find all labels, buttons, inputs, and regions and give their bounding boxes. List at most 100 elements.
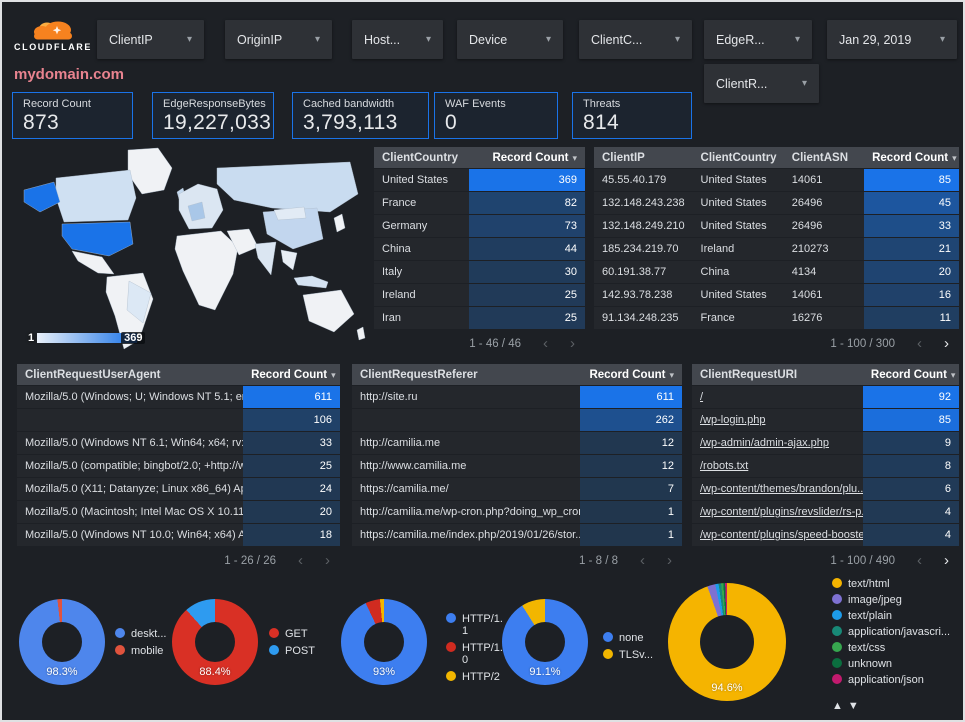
table-row[interactable]: China 44 <box>374 238 585 260</box>
sort-desc-icon[interactable]: ▾ <box>331 369 336 380</box>
column-header[interactable]: Record Count ▾ <box>492 151 577 164</box>
table-row[interactable]: Mozilla/5.0 (Windows NT 10.0; Win64; x64… <box>17 524 340 546</box>
table-row[interactable]: https://camilia.me/7 <box>352 478 682 500</box>
table-row[interactable]: Italy 30 <box>374 261 585 283</box>
legend-label: text/plain <box>848 610 893 622</box>
table-row[interactable]: 262 <box>352 409 682 431</box>
column-header[interactable]: ClientRequestUserAgent <box>25 368 161 381</box>
column-header[interactable]: ClientCountry <box>382 151 459 164</box>
table-row[interactable]: 185.234.219.70 Ireland 210273 21 <box>594 238 959 260</box>
table-row[interactable]: 142.93.78.238 United States 14061 16 <box>594 284 959 306</box>
record-count-cell: 33 <box>243 432 340 454</box>
table-row[interactable]: /wp-admin/admin-ajax.php 9 <box>692 432 959 454</box>
table-row[interactable]: Mozilla/5.0 (Windows; U; Windows NT 5.1;… <box>17 386 340 408</box>
filter-edgeresponse[interactable]: EdgeR... ▾ <box>704 20 812 59</box>
table-row[interactable]: Mozilla/5.0 (Windows NT 6.1; Win64; x64;… <box>17 432 340 454</box>
donut-hole <box>700 615 754 669</box>
sort-desc-icon[interactable]: ▾ <box>952 152 957 163</box>
filter-originip[interactable]: OriginIP ▾ <box>225 20 332 59</box>
table-row[interactable]: 45.55.40.179 United States 14061 85 <box>594 169 959 191</box>
table-row[interactable]: 60.191.38.77 China 4134 20 <box>594 261 959 283</box>
column-header[interactable]: Record Count ▾ <box>251 368 336 381</box>
world-map-chart[interactable]: 1 369 <box>12 144 374 358</box>
column-header[interactable]: ClientCountry <box>700 151 777 164</box>
table-row[interactable]: http://site.ru 611 <box>352 386 682 408</box>
http-protocol-donut-chart[interactable]: 93% <box>341 599 427 685</box>
table-row[interactable]: Mozilla/5.0 (compatible; bingbot/2.0; +h… <box>17 455 340 477</box>
column-header[interactable]: ClientASN <box>791 151 849 164</box>
legend-item[interactable]: text/css <box>832 642 950 654</box>
http-method-donut-chart[interactable]: 88.4% <box>172 599 258 685</box>
date-range-label: Jan 29, 2019 <box>839 32 912 47</box>
legend-item[interactable]: none <box>603 632 653 644</box>
table-row[interactable]: Germany 73 <box>374 215 585 237</box>
table-row[interactable]: Mozilla/5.0 (X11; Datanyze; Linux x86_64… <box>17 478 340 500</box>
column-header[interactable]: ClientRequestURI <box>700 368 798 381</box>
table-row[interactable]: 106 <box>17 409 340 431</box>
legend-scroll-down-icon[interactable]: ▼ <box>847 700 859 712</box>
table-row[interactable]: Iran 25 <box>374 307 585 329</box>
column-header[interactable]: Record Count ▾ <box>589 368 674 381</box>
legend-item[interactable]: POST <box>269 645 315 657</box>
table-row[interactable]: /wp-content/themes/brandon/plu... 6 <box>692 478 959 500</box>
filter-clientip[interactable]: ClientIP ▾ <box>97 20 204 59</box>
table-row[interactable]: 132.148.243.238 United States 26496 45 <box>594 192 959 214</box>
legend-item[interactable]: application/javascri... <box>832 626 950 638</box>
device-type-donut-chart[interactable]: 98.3% <box>19 599 105 685</box>
next-page-icon[interactable]: › <box>944 552 949 569</box>
column-header[interactable]: ClientRequestReferer <box>360 368 478 381</box>
table-row[interactable]: United States 369 <box>374 169 585 191</box>
table-row[interactable]: /robots.txt 8 <box>692 455 959 477</box>
filter-device[interactable]: Device ▾ <box>457 20 563 59</box>
legend-item[interactable]: unknown <box>832 658 950 670</box>
date-range-picker[interactable]: Jan 29, 2019 ▾ <box>827 20 957 59</box>
chevron-down-icon: ▾ <box>674 34 680 45</box>
table-row[interactable]: France 82 <box>374 192 585 214</box>
table-row[interactable]: Ireland 25 <box>374 284 585 306</box>
table-row[interactable]: /wp-content/plugins/revslider/rs-p... 4 <box>692 501 959 523</box>
filter-host[interactable]: Host... ▾ <box>352 20 443 59</box>
data-cell: 142.93.78.238 <box>602 289 673 301</box>
next-page-icon[interactable]: › <box>944 335 949 352</box>
data-cell: http://camilia.me/wp-cron.php?doing_wp_c… <box>360 506 580 518</box>
data-cell: United States <box>700 220 767 232</box>
table-row[interactable]: Mozilla/5.0 (Macintosh; Intel Mac OS X 1… <box>17 501 340 523</box>
table-row[interactable]: /wp-content/plugins/speed-booste... 4 <box>692 524 959 546</box>
table-row[interactable]: http://www.camilia.me 12 <box>352 455 682 477</box>
scorecard-value: 0 <box>445 111 457 134</box>
table-row[interactable]: http://camilia.me 12 <box>352 432 682 454</box>
legend-item[interactable]: GET <box>269 628 315 640</box>
legend-item[interactable]: image/jpeg <box>832 594 950 606</box>
column-header[interactable]: ClientIP <box>602 151 645 164</box>
legend-color-dot <box>603 632 613 642</box>
filter-clientrequest[interactable]: ClientR... ▾ <box>704 64 819 103</box>
tls-version-donut-chart[interactable]: 91.1% <box>502 599 588 685</box>
legend-item[interactable]: HTTP/2 <box>446 671 508 683</box>
legend-item[interactable]: deskt... <box>115 628 166 640</box>
table-row[interactable]: / 92 <box>692 386 959 408</box>
sort-desc-icon[interactable]: ▾ <box>950 369 956 380</box>
column-header[interactable]: Record Count ▾ <box>872 151 957 164</box>
table-row[interactable]: https://camilia.me/index.php/2019/01/26/… <box>352 524 682 546</box>
column-header[interactable]: Record Count ▾ <box>870 368 956 381</box>
table-row[interactable]: 91.134.248.235 France 16276 11 <box>594 307 959 329</box>
legend-item[interactable]: text/plain <box>832 610 950 622</box>
table-row[interactable]: 132.148.249.210 United States 26496 33 <box>594 215 959 237</box>
table-row[interactable]: http://camilia.me/wp-cron.php?doing_wp_c… <box>352 501 682 523</box>
legend-item[interactable]: TLSv... <box>603 649 653 661</box>
legend-item[interactable]: mobile <box>115 645 166 657</box>
legend-scroll-up-icon[interactable]: ▲ <box>832 700 843 712</box>
data-cell: United States <box>382 174 449 186</box>
legend-item[interactable]: text/html <box>832 578 950 590</box>
content-type-donut-chart[interactable]: 94.6% <box>668 583 786 701</box>
legend-item[interactable]: HTTP/1.0 <box>446 642 508 666</box>
table-row[interactable]: /wp-login.php 85 <box>692 409 959 431</box>
legend-item[interactable]: HTTP/1.1 <box>446 613 508 637</box>
record-count-cell: 1 <box>579 501 682 523</box>
sort-desc-icon[interactable]: ▾ <box>669 369 674 380</box>
sort-desc-icon[interactable]: ▾ <box>572 152 577 163</box>
legend-item[interactable]: application/json <box>832 674 950 686</box>
data-cell: https://camilia.me/ <box>360 483 449 495</box>
filter-clientcountry[interactable]: ClientC... ▾ <box>579 20 692 59</box>
data-cell: /wp-content/themes/brandon/plu... <box>700 483 863 495</box>
